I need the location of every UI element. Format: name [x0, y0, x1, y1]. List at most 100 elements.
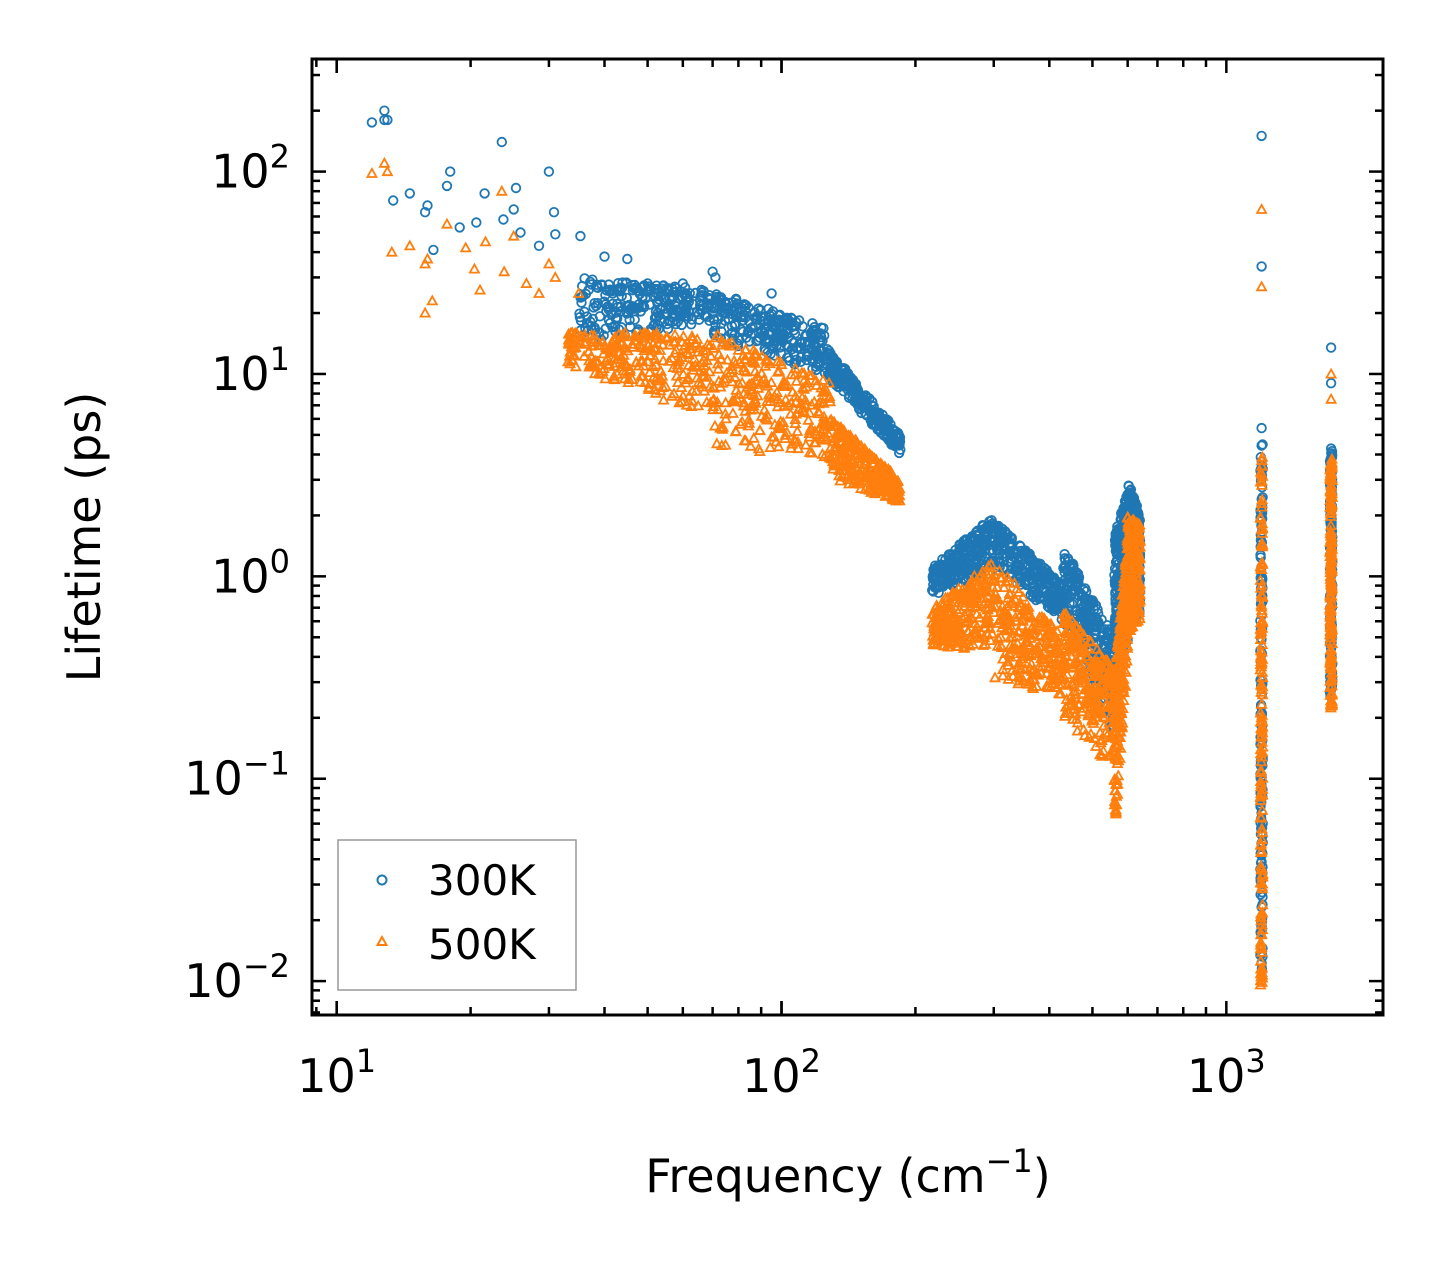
data-point-500k [988, 671, 1002, 683]
data-point-500k [755, 367, 768, 378]
data-point-300k [816, 322, 827, 333]
data-point-500k [1072, 668, 1086, 680]
data-point-500k [1119, 611, 1132, 622]
data-point-500k [823, 392, 836, 403]
data-point-500k [1057, 669, 1070, 681]
data-point-300k [708, 303, 719, 314]
data-point-300k [1256, 422, 1267, 434]
data-point-300k [1067, 561, 1079, 572]
data-point-300k [1084, 594, 1095, 606]
data-point-500k [720, 372, 733, 384]
data-point-500k [736, 415, 749, 427]
data-point-500k [365, 167, 378, 178]
data-point-500k [594, 338, 607, 350]
data-point-500k [1023, 610, 1036, 622]
data-point-500k [969, 599, 982, 611]
data-point-500k [819, 433, 832, 445]
data-point-300k [496, 136, 508, 148]
data-point-300k [1100, 642, 1111, 654]
data-point-500k [1325, 392, 1338, 404]
data-point-300k [973, 528, 984, 540]
data-point-500k [778, 432, 792, 444]
data-point-300k [720, 307, 731, 319]
data-point-500k [874, 485, 887, 497]
data-point-500k [1255, 911, 1268, 922]
data-point-500k [542, 257, 555, 269]
data-point-300k [683, 296, 695, 308]
data-point-500k [679, 376, 692, 388]
data-point-500k [1255, 556, 1269, 567]
data-point-500k [952, 617, 965, 629]
data-point-300k [1256, 440, 1267, 451]
data-point-300k [686, 319, 697, 330]
data-point-300k [822, 349, 834, 360]
data-point-500k [732, 343, 745, 355]
data-point-500k [1324, 529, 1337, 541]
data-point-500k [774, 355, 787, 367]
data-point-500k [738, 434, 751, 446]
data-point-500k [1110, 773, 1124, 785]
data-point-500k [1255, 497, 1268, 509]
data-point-300k [960, 552, 971, 563]
data-point-500k [1254, 663, 1267, 675]
data-point-500k [1040, 621, 1053, 632]
data-point-500k [659, 380, 672, 392]
data-point-500k [381, 165, 394, 177]
data-point-500k [964, 631, 977, 643]
data-point-500k [1071, 654, 1084, 666]
data-point-500k [986, 627, 999, 639]
data-point-300k [622, 253, 633, 265]
data-point-500k [725, 336, 738, 348]
data-point-500k [1131, 517, 1144, 529]
data-point-500k [1324, 466, 1338, 477]
data-point-500k [1003, 622, 1016, 634]
data-point-300k [843, 385, 854, 396]
data-point-300k [1028, 587, 1040, 598]
data-point-300k [944, 571, 955, 582]
data-point-300k [1256, 130, 1267, 142]
data-point-500k [1324, 510, 1337, 521]
data-point-500k [1325, 686, 1338, 698]
data-point-500k [643, 366, 656, 378]
data-point-500k [1092, 648, 1105, 660]
data-point-500k [930, 632, 943, 644]
data-point-500k [1117, 672, 1130, 684]
data-point-500k [707, 341, 720, 353]
data-point-500k [1002, 658, 1015, 670]
data-point-500k [779, 393, 792, 405]
data-point-500k [1112, 631, 1125, 643]
data-point-500k [1077, 723, 1090, 735]
data-point-500k [996, 663, 1009, 675]
data-point-500k [762, 388, 775, 400]
data-point-500k [1029, 667, 1042, 679]
data-point-500k [686, 394, 699, 406]
data-point-500k [1324, 602, 1338, 614]
data-point-500k [982, 560, 995, 571]
data-point-300k [603, 304, 614, 315]
data-point-500k [1108, 772, 1121, 784]
data-point-500k [1324, 610, 1337, 622]
data-point-500k [697, 353, 710, 365]
data-point-500k [843, 430, 856, 442]
data-point-500k [1256, 961, 1269, 973]
data-point-500k [730, 392, 743, 404]
data-point-500k [1255, 844, 1268, 856]
data-point-300k [753, 327, 764, 339]
data-point-500k [946, 588, 959, 600]
data-point-300k [441, 180, 453, 192]
data-point-500k [646, 360, 659, 372]
data-point-300k [1325, 378, 1337, 389]
data-point-300k [1064, 598, 1075, 609]
data-point-300k [766, 288, 777, 299]
data-point-500k [857, 449, 870, 461]
data-point-500k [1045, 617, 1058, 629]
data-point-300k [852, 392, 863, 403]
data-point-500k [845, 455, 858, 466]
data-point-500k [680, 398, 693, 410]
data-point-500k [1255, 755, 1268, 767]
data-point-500k [1127, 558, 1140, 570]
data-point-500k [1094, 747, 1108, 759]
data-point-500k [615, 350, 628, 362]
data-point-300k [533, 240, 545, 252]
data-point-500k [644, 376, 657, 388]
